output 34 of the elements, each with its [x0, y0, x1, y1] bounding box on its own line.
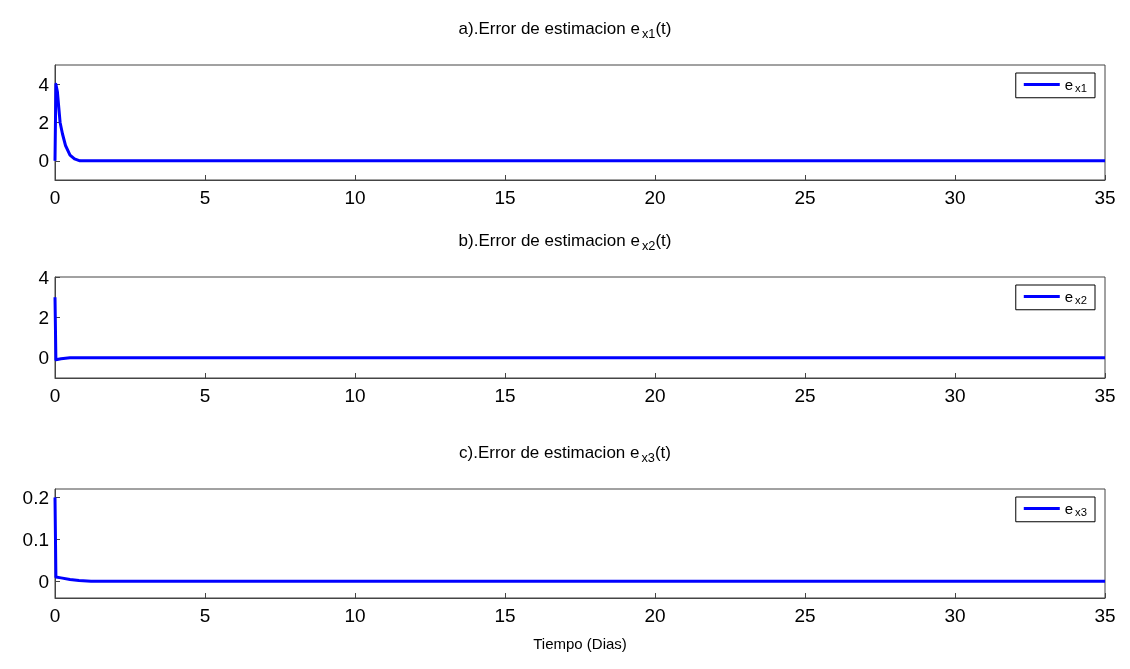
y-tick-label: 0.1	[22, 528, 49, 550]
line-series	[53, 495, 1107, 583]
x-tick-label: 15	[494, 385, 516, 406]
y-tick-label: 2	[38, 306, 49, 328]
x-tick-label: 25	[794, 187, 816, 208]
y-tick-label: 2	[38, 112, 49, 133]
x-tick-label: 35	[1094, 385, 1116, 406]
x-tick-label: 30	[944, 385, 966, 406]
x-tick-label: 30	[944, 187, 966, 208]
x-tick-label: 20	[644, 605, 666, 626]
x-tick-label: 20	[644, 385, 666, 406]
line-series	[53, 295, 1107, 362]
line-series	[53, 82, 1107, 163]
y-tick-label: 4	[38, 266, 50, 288]
x-tick-label: 5	[199, 605, 211, 626]
y-tick-label: 0	[38, 347, 49, 369]
x-tick-label: 35	[1094, 605, 1116, 626]
x-tick-label: 15	[494, 605, 516, 626]
x-tick-label: 20	[644, 187, 666, 208]
x-tick-label: 25	[794, 385, 816, 406]
x-tick-label: 35	[1094, 187, 1116, 208]
x-tick-label: 15	[494, 187, 516, 208]
x-tick-label: 5	[199, 187, 211, 208]
x-tick-label: 25	[794, 605, 816, 626]
x-tick-label: 10	[344, 187, 366, 208]
x-axis-title: Tiempo (Dias)	[533, 635, 627, 652]
y-tick-label: 4	[38, 73, 50, 95]
x-tick-label: 10	[344, 605, 366, 626]
x-tick-label: 30	[944, 605, 966, 626]
y-tick-label: 0	[38, 150, 49, 172]
x-tick-label: 5	[199, 385, 211, 406]
y-tick-label: 0	[38, 570, 49, 592]
y-tick-label: 0.2	[22, 486, 49, 508]
x-tick-label: 10	[344, 385, 366, 406]
